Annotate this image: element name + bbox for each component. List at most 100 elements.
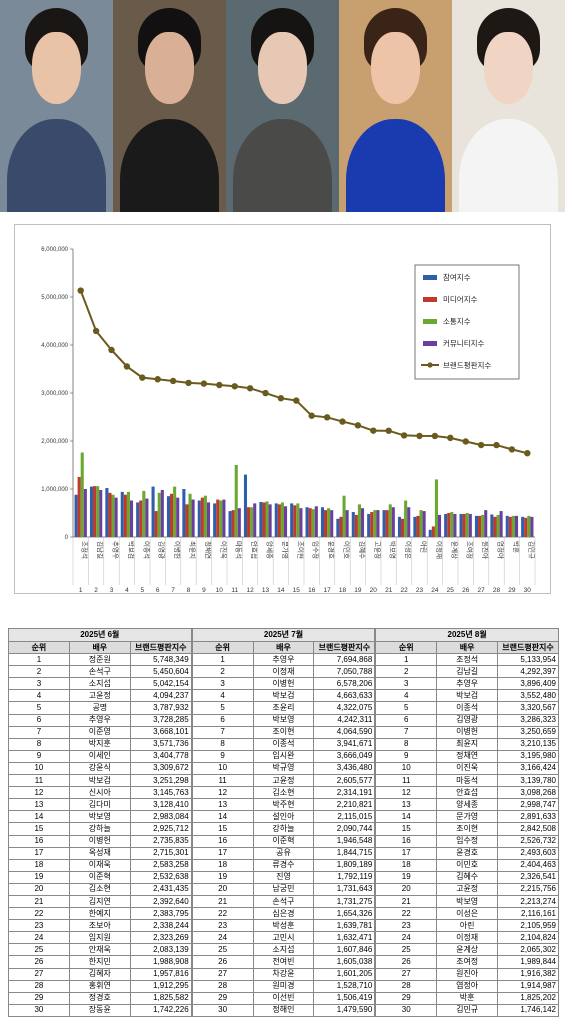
line-point bbox=[354, 422, 362, 429]
category-label: 이진욱 bbox=[219, 541, 228, 559]
actor-cell: 이재욱 bbox=[68, 858, 131, 872]
y-tick-label: 4,000,000 bbox=[41, 343, 68, 349]
table-row: 7 이준영 3,668,101 bbox=[8, 725, 192, 739]
rank-cell: 30 bbox=[8, 1003, 70, 1017]
bar-2 bbox=[324, 510, 328, 537]
rank-cell: 6 bbox=[191, 713, 254, 727]
score-cell: 1,916,382 bbox=[497, 967, 559, 981]
bar-1 bbox=[197, 500, 201, 537]
category-label: 조이현 bbox=[296, 541, 305, 559]
bar-4 bbox=[391, 507, 395, 537]
bar-1 bbox=[305, 507, 309, 537]
score-cell: 3,320,567 bbox=[497, 701, 559, 715]
legend-swatch bbox=[423, 319, 437, 324]
table-row: 25 안재욱 2,083,139 bbox=[8, 943, 192, 957]
actor-cell: 이정재 bbox=[436, 931, 499, 945]
bar-2 bbox=[293, 505, 297, 537]
bar-4 bbox=[129, 500, 134, 537]
column-header: 배우 bbox=[252, 640, 315, 655]
actor-cell: 조여정 bbox=[436, 955, 499, 969]
bar-3 bbox=[434, 479, 438, 537]
bar-1 bbox=[336, 518, 340, 537]
table-row: 6 김영광 3,286,323 bbox=[375, 713, 559, 727]
actor-cell: 박보검 bbox=[436, 689, 499, 703]
line-point bbox=[308, 412, 315, 419]
table-row: 17 옥성재 2,715,301 bbox=[8, 846, 192, 860]
actor-photo-2 bbox=[113, 0, 226, 212]
line-point bbox=[246, 385, 254, 392]
score-cell: 1,639,781 bbox=[313, 919, 376, 933]
category-label: 이종석 bbox=[142, 541, 151, 559]
rank-cell: 17 bbox=[8, 846, 70, 860]
line-point bbox=[231, 383, 238, 390]
rank-label: 15 bbox=[293, 587, 301, 593]
actor-cell: 이종석 bbox=[436, 701, 499, 715]
category-label: 고윤정 bbox=[373, 541, 382, 559]
actor-cell: 박주현 bbox=[252, 798, 315, 812]
rank-cell: 25 bbox=[8, 943, 70, 957]
line-point bbox=[92, 327, 100, 335]
line-point bbox=[77, 287, 84, 294]
table-row: 8 최윤지 3,210,135 bbox=[375, 737, 559, 751]
table-row: 12 안효섭 3,098,268 bbox=[375, 786, 559, 800]
bar-4 bbox=[314, 506, 318, 537]
table-row: 13 양세종 2,998,747 bbox=[375, 798, 559, 812]
bar-2 bbox=[416, 515, 420, 537]
rank-cell: 14 bbox=[8, 810, 70, 824]
rank-cell: 27 bbox=[375, 967, 438, 981]
legend-label: 소통지수 bbox=[443, 317, 471, 326]
rank-label: 28 bbox=[493, 587, 501, 593]
table-row: 29 정경호 1,825,582 bbox=[8, 991, 192, 1005]
actor-cell: 박보검 bbox=[68, 774, 131, 788]
rank-label: 13 bbox=[262, 587, 270, 593]
actor-cell: 이성은 bbox=[436, 907, 499, 921]
score-cell: 2,105,959 bbox=[497, 919, 559, 933]
rank-cell: 12 bbox=[191, 786, 254, 800]
bar-4 bbox=[268, 504, 272, 537]
table-row: 5 조윤리 4,322,075 bbox=[191, 701, 376, 715]
table-row: 2 김남길 4,292,397 bbox=[375, 665, 559, 679]
rank-cell: 13 bbox=[8, 798, 70, 812]
table-row: 19 이준혁 2,532,638 bbox=[8, 870, 192, 884]
actor-cell: 김혜자 bbox=[68, 967, 131, 981]
bar-2 bbox=[170, 493, 174, 537]
bar-4 bbox=[114, 497, 118, 537]
category-label: 안효섭 bbox=[250, 541, 259, 559]
score-cell: 3,098,268 bbox=[497, 786, 559, 800]
score-cell: 1,506,419 bbox=[313, 991, 376, 1005]
score-cell: 2,526,732 bbox=[497, 834, 559, 848]
rank-cell: 14 bbox=[191, 810, 254, 824]
rank-cell: 3 bbox=[8, 677, 70, 691]
bar-4 bbox=[422, 511, 426, 537]
bar-4 bbox=[99, 489, 103, 537]
bar-3 bbox=[388, 504, 392, 537]
actor-cell: 이병헌 bbox=[252, 677, 315, 691]
score-cell: 2,983,084 bbox=[129, 810, 192, 824]
actor-cell: 설인아 bbox=[252, 810, 315, 824]
bar-2 bbox=[139, 500, 143, 537]
score-cell: 3,128,410 bbox=[129, 798, 192, 812]
bar-3 bbox=[342, 495, 346, 537]
rank-cell: 10 bbox=[191, 761, 254, 776]
score-cell: 4,094,237 bbox=[129, 689, 192, 703]
rank-cell: 27 bbox=[8, 967, 70, 981]
bar-1 bbox=[166, 496, 171, 537]
bar-1 bbox=[274, 503, 278, 537]
actor-cell: 박지훈 bbox=[68, 737, 131, 751]
category-label: 마동석 bbox=[235, 541, 244, 559]
actor-cell: 이준혁 bbox=[252, 834, 315, 848]
rank-cell: 9 bbox=[191, 749, 254, 763]
score-cell: 5,748,349 bbox=[129, 653, 192, 667]
rank-cell: 7 bbox=[191, 725, 254, 739]
actor-cell: 추영우 bbox=[252, 653, 315, 667]
rank-label: 7 bbox=[171, 587, 175, 593]
bar-4 bbox=[330, 510, 334, 537]
actor-cell: 이병헌 bbox=[436, 725, 499, 739]
score-cell: 1,809,189 bbox=[313, 858, 376, 872]
category-label: 김영광 bbox=[158, 541, 167, 559]
rank-cell: 21 bbox=[375, 894, 438, 909]
actor-cell: 원미경 bbox=[252, 979, 315, 993]
table-row: 29 이선빈 1,506,419 bbox=[191, 991, 376, 1005]
score-cell: 1,607,846 bbox=[313, 943, 376, 957]
rank-cell: 6 bbox=[8, 713, 70, 727]
